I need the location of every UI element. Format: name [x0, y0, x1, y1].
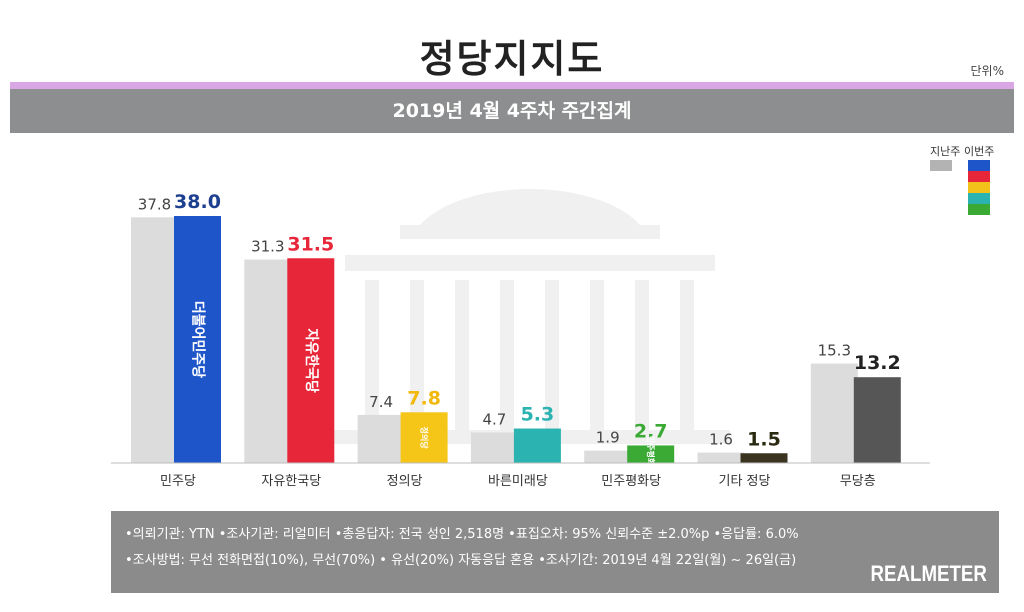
unit-label: 단위%	[970, 64, 1004, 78]
data-label-previous: 4.7	[482, 410, 506, 428]
bar-current-week	[174, 216, 221, 463]
data-label-current: 31.5	[287, 233, 334, 255]
x-tick-label: 기타 정당	[719, 474, 771, 489]
accent-divider	[10, 82, 1014, 89]
bar-current-week	[740, 453, 788, 463]
legend-previous-label: 지난주	[930, 145, 961, 158]
x-tick-label: 바른미래당	[488, 474, 548, 489]
legend-swatch-current	[968, 171, 990, 182]
legend-swatch-current	[968, 182, 990, 193]
data-label-current: 1.5	[747, 428, 781, 450]
bar-party-name: 더불어민주당	[190, 301, 207, 378]
data-label-previous: 15.3	[818, 342, 851, 360]
bar-current-week	[287, 258, 335, 463]
x-tick-label: 무당층	[840, 474, 876, 489]
bar-party-name: 정의당	[420, 427, 430, 450]
bar-previous-week	[810, 363, 858, 463]
data-label-previous: 1.6	[709, 431, 733, 449]
realmeter-logo: REALMETER	[870, 561, 987, 586]
footer-line-2: •조사방법: 무선 전화면접(10%), 무선(70%) • 유선(20%) 자…	[125, 553, 797, 568]
bar-previous-week	[470, 432, 518, 463]
bar-previous-week	[357, 414, 405, 463]
x-tick-label: 민주당	[160, 474, 196, 489]
bar-current-week	[400, 412, 448, 463]
bar-previous-week	[131, 217, 178, 463]
data-label-previous: 1.9	[596, 429, 620, 447]
data-label-current: 38.0	[174, 191, 221, 213]
bar-previous-week	[697, 452, 745, 463]
x-tick-label: 민주평화당	[601, 474, 661, 489]
subtitle-bar: 2019년 4월 4주차 주간집계	[10, 89, 1014, 133]
legend-swatch-previous	[930, 160, 952, 171]
legend-current-label: 이번주	[964, 145, 995, 158]
data-label-current: 2.7	[634, 420, 668, 442]
footer-info-box: •의뢰기관: YTN •조사기관: 리얼미터 •총응답자: 전국 성인 2,51…	[111, 511, 999, 593]
x-tick-label: 정의당	[387, 474, 423, 489]
legend-swatch-current	[968, 193, 990, 204]
bar-party-name: 민주평화당	[646, 436, 656, 473]
bar-current-week	[627, 445, 675, 463]
bar-current-week	[853, 377, 901, 463]
bar-current-week	[513, 428, 561, 463]
bar-previous-week	[244, 259, 292, 463]
bar-party-name: 자유한국당	[303, 328, 320, 393]
data-label-previous: 37.8	[138, 195, 171, 213]
page-title: 정당지지도	[419, 37, 605, 81]
data-label-previous: 7.4	[369, 393, 393, 411]
data-label-current: 5.3	[521, 404, 555, 426]
legend-swatch-current	[968, 160, 990, 171]
legend-swatch-current	[968, 204, 990, 215]
x-tick-label: 자유한국당	[261, 474, 321, 489]
data-label-current: 13.2	[854, 352, 901, 374]
data-label-current: 7.8	[407, 387, 441, 409]
data-label-previous: 31.3	[251, 238, 284, 256]
footer-line-1: •의뢰기관: YTN •조사기관: 리얼미터 •총응답자: 전국 성인 2,51…	[125, 527, 799, 542]
bar-previous-week	[584, 450, 632, 463]
